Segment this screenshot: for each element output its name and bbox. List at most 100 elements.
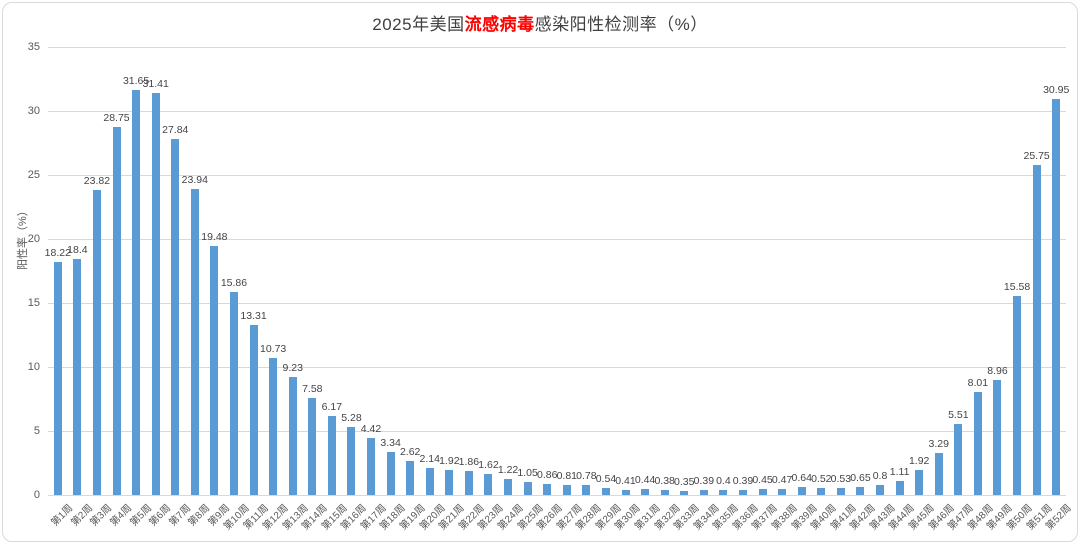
bar <box>504 479 513 495</box>
bar <box>1052 98 1061 495</box>
bar-value-label: 27.84 <box>162 123 189 136</box>
bar-value-label: 13.31 <box>240 309 267 322</box>
bar <box>641 489 650 495</box>
chart-title-highlight: 流感病毒 <box>464 15 535 34</box>
bar <box>327 416 336 495</box>
bar <box>543 483 552 495</box>
bar <box>132 89 141 495</box>
bar-value-label: 0.44 <box>634 474 656 487</box>
bar <box>445 470 454 495</box>
bar <box>406 461 415 495</box>
gridline <box>48 495 1066 496</box>
bar-value-label: 15.86 <box>220 276 248 289</box>
bar <box>797 486 806 495</box>
bar <box>269 357 278 495</box>
bar <box>308 397 317 495</box>
bar-value-label: 2.14 <box>419 452 440 465</box>
bar-value-label: 0.45 <box>752 474 773 487</box>
bar-value-label: 0.86 <box>536 468 558 481</box>
bar-value-label: 31.41 <box>142 77 169 90</box>
bar-value-label: 1.22 <box>497 464 519 477</box>
bar-value-label: 6.17 <box>321 401 343 414</box>
y-tick-label: 0 <box>33 489 40 501</box>
bar <box>171 138 180 495</box>
bar <box>1013 295 1022 495</box>
bar <box>817 488 826 495</box>
bar-value-label: 1.62 <box>478 459 499 472</box>
y-tick-label: 25 <box>27 169 40 181</box>
bar-value-label: 0.39 <box>693 475 715 487</box>
y-tick-label: 5 <box>33 425 40 437</box>
gridline <box>48 431 1066 432</box>
bar-value-label: 1.92 <box>439 455 460 468</box>
bar-value-label: 0.35 <box>674 475 695 488</box>
gridline <box>48 175 1066 176</box>
bar <box>954 424 963 495</box>
bar-value-label: 0.54 <box>595 473 617 486</box>
bar <box>386 452 395 495</box>
bar <box>92 190 101 495</box>
gridline <box>48 239 1066 240</box>
bar <box>680 490 689 495</box>
bar <box>895 480 904 495</box>
bar <box>836 488 845 495</box>
y-tick-label: 15 <box>27 297 40 309</box>
bar <box>229 291 238 495</box>
gridline <box>48 367 1066 368</box>
y-tick-label: 10 <box>27 361 40 373</box>
bar <box>190 188 199 495</box>
bar-value-label: 0.52 <box>811 473 832 486</box>
bar <box>288 376 297 495</box>
bar <box>484 474 493 495</box>
bar <box>993 380 1002 495</box>
y-tick-label: 35 <box>27 41 40 53</box>
bar-value-label: 23.94 <box>181 173 208 186</box>
bar-value-label: 0.53 <box>830 473 852 486</box>
bar-value-label: 0.38 <box>654 475 675 488</box>
bar-value-label: 8.96 <box>987 365 1008 378</box>
bar <box>464 471 473 495</box>
chart-title-suffix: 感染阳性检测率（%） <box>534 15 708 34</box>
bar <box>699 490 708 495</box>
bar-value-label: 4.42 <box>360 423 382 436</box>
bar <box>367 438 376 495</box>
bar <box>601 488 610 495</box>
bar-value-label: 0.39 <box>732 475 754 487</box>
bar-value-label: 0.41 <box>615 474 636 487</box>
bar-value-label: 2.62 <box>399 446 421 459</box>
bar <box>719 489 728 495</box>
bar-value-label: 31.65 <box>122 74 150 87</box>
bar-value-label: 25.75 <box>1023 150 1050 163</box>
chart-title-prefix: 2025年美国 <box>372 15 465 34</box>
bar <box>210 245 219 495</box>
bar <box>1032 165 1041 495</box>
bar-value-label: 1.11 <box>889 465 910 478</box>
bar <box>934 452 943 495</box>
bar-value-label: 0.4 <box>716 474 731 487</box>
bar-value-label: 0.47 <box>771 473 793 486</box>
bar <box>738 490 747 495</box>
bar <box>778 488 787 495</box>
bar-value-label: 1.92 <box>908 455 930 468</box>
chart-title: 2025年美国流感病毒感染阳性检测率（%） <box>0 10 1080 35</box>
bar <box>621 489 630 495</box>
bar-value-label: 19.48 <box>201 230 228 243</box>
bar-value-label: 5.28 <box>341 412 362 425</box>
y-tick-label: 20 <box>27 233 40 245</box>
bar-value-label: 5.51 <box>948 409 969 422</box>
bar-value-label: 0.65 <box>850 471 871 484</box>
bar-value-label: 0.8 <box>872 469 888 482</box>
bar-value-label: 9.23 <box>282 361 303 374</box>
bar-value-label: 10.73 <box>259 342 287 355</box>
bar-value-label: 18.22 <box>44 246 71 259</box>
bar <box>73 259 82 495</box>
bar-value-label: 0.78 <box>576 470 597 483</box>
bar <box>856 486 865 495</box>
bar-value-label: 15.58 <box>1003 280 1031 293</box>
gridline <box>48 111 1066 112</box>
bar-value-label: 8.01 <box>967 377 989 390</box>
bar <box>249 324 258 495</box>
bar <box>347 427 356 495</box>
bar <box>523 481 532 495</box>
